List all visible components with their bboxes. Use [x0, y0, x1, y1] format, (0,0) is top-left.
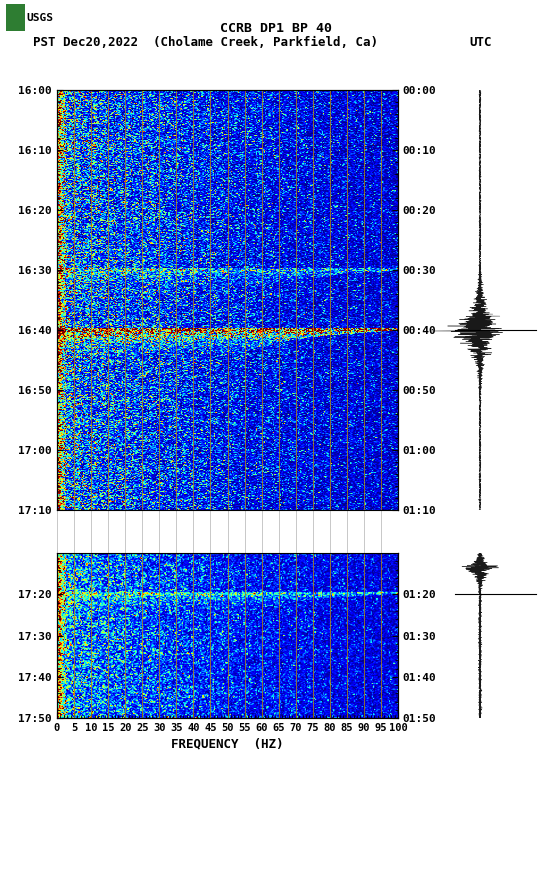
Text: Dec20,2022  (Cholame Creek, Parkfield, Ca): Dec20,2022 (Cholame Creek, Parkfield, Ca…: [63, 36, 378, 49]
Text: USGS: USGS: [26, 12, 54, 23]
Text: PST: PST: [33, 36, 56, 49]
X-axis label: FREQUENCY  (HZ): FREQUENCY (HZ): [171, 737, 284, 750]
FancyBboxPatch shape: [6, 4, 25, 31]
Text: CCRB DP1 BP 40: CCRB DP1 BP 40: [220, 22, 332, 36]
Text: UTC: UTC: [469, 36, 491, 49]
